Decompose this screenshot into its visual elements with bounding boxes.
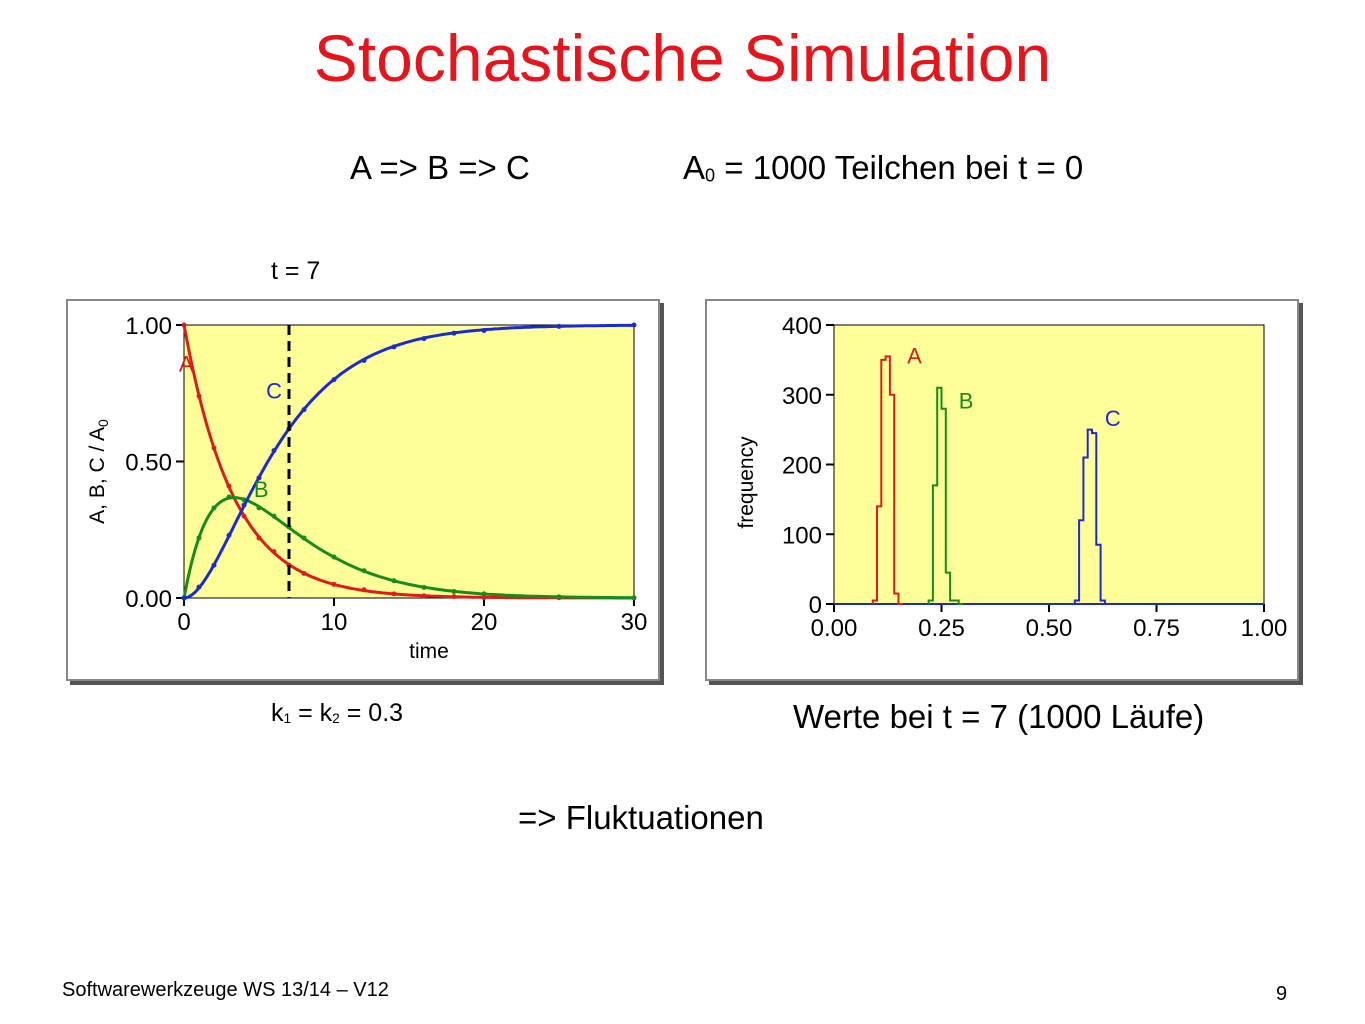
histogram-step-A xyxy=(871,355,903,605)
data-point-B xyxy=(391,578,397,584)
x-tick-label: 20 xyxy=(471,609,498,636)
conclusion-text: => Fluktuationen xyxy=(518,799,764,836)
series-label-C: C xyxy=(266,379,282,404)
data-point-A xyxy=(211,445,217,451)
series-label-B: B xyxy=(959,389,974,414)
data-point-C xyxy=(331,377,337,383)
data-point-B xyxy=(481,591,487,597)
data-point-A xyxy=(451,594,457,600)
y-axis-label: A, B, C / A0 xyxy=(86,419,111,524)
footer-text: Softwarewerkzeuge WS 13/14 – V12 xyxy=(62,979,389,1001)
y-tick-label: 300 xyxy=(782,383,822,410)
data-point-A xyxy=(361,587,367,593)
x-tick-label: 0.50 xyxy=(1026,615,1073,642)
plot-area xyxy=(833,324,1265,605)
data-point-A xyxy=(301,570,307,576)
y-tick-label: 400 xyxy=(782,313,822,340)
data-point-B xyxy=(226,494,232,500)
data-point-B xyxy=(631,595,637,601)
data-point-A xyxy=(421,593,427,599)
data-point-C xyxy=(271,448,277,454)
data-point-B xyxy=(331,554,337,560)
y-tick-label: 100 xyxy=(782,522,822,549)
data-point-C xyxy=(301,407,307,413)
data-point-A xyxy=(481,594,487,600)
data-point-A xyxy=(181,322,187,328)
y-axis-label: frequency xyxy=(735,436,758,529)
series-label-B: B xyxy=(254,477,269,502)
data-point-C xyxy=(481,327,487,333)
data-point-C xyxy=(361,357,367,363)
x-tick-label: 1.00 xyxy=(1241,615,1288,642)
data-point-C xyxy=(421,336,427,342)
data-point-C xyxy=(181,595,187,601)
series-label-A: A xyxy=(179,351,194,376)
page-number: 9 xyxy=(1276,983,1288,1005)
histogram-chart: 0 100 200 300 400 0.00 0.25 0.50 0.75 1.00 frequen… xyxy=(705,299,1299,681)
data-point-C xyxy=(211,562,217,568)
x-tick-label: 0.00 xyxy=(811,615,858,642)
x-tick-label: 10 xyxy=(321,609,348,636)
data-point-A xyxy=(241,513,247,519)
histogram-plot: 0 100 200 300 400 0.00 0.25 0.50 0.75 1.00 frequen… xyxy=(735,313,1288,642)
data-point-A xyxy=(331,581,337,587)
histogram-step-B xyxy=(927,386,963,605)
data-point-B xyxy=(256,505,262,511)
slide-title: Stochastische Simulation xyxy=(313,21,1052,95)
y-axis-label-subscript: 0 xyxy=(95,419,111,427)
data-point-C xyxy=(196,584,202,590)
x-tick-label: 0 xyxy=(177,609,190,636)
data-point-B xyxy=(301,535,307,541)
data-point-A xyxy=(226,483,232,489)
y-tick-label: 0 xyxy=(809,592,822,619)
data-point-C xyxy=(631,322,637,328)
series-label-C: C xyxy=(1105,406,1121,431)
y-tick-label: 200 xyxy=(782,453,822,480)
data-point-B xyxy=(211,505,217,511)
initial-condition: A0 = 1000 Teilchen bei t = 0 xyxy=(683,149,1084,186)
x-axis-label: time xyxy=(409,640,449,663)
reaction-equation: A => B => C xyxy=(350,149,530,186)
data-point-A xyxy=(256,535,262,541)
data-point-B xyxy=(556,594,562,600)
data-point-C xyxy=(451,330,457,336)
rate-constants: k1 = k2 = 0.3 xyxy=(271,699,404,727)
time-course-chart: 0.00 0.50 1.00 0 10 20 30 time A, B, C / A0 A B C xyxy=(66,299,660,681)
data-point-B xyxy=(421,584,427,590)
data-point-A xyxy=(271,549,277,555)
data-point-B xyxy=(271,513,277,519)
data-point-C xyxy=(241,502,247,508)
data-point-C xyxy=(226,532,232,538)
data-point-C xyxy=(256,475,262,481)
y-tick-label: 0.50 xyxy=(125,450,172,477)
plot-area xyxy=(183,324,635,599)
x-tick-label: 0.25 xyxy=(918,615,965,642)
series-label-A: A xyxy=(907,343,922,368)
x-tick-label: 0.75 xyxy=(1133,615,1180,642)
time-course-plot: 0.00 0.50 1.00 0 10 20 30 time A, B, C / A0 A B C xyxy=(86,313,648,663)
histogram-step-C xyxy=(1073,428,1114,605)
data-point-B xyxy=(361,568,367,574)
histogram-caption: Werte bei t = 7 (1000 Läufe) xyxy=(793,698,1205,735)
time-marker-label: t = 7 xyxy=(271,257,321,285)
data-point-C xyxy=(391,344,397,350)
data-point-A xyxy=(196,393,202,399)
y-tick-label: 1.00 xyxy=(125,313,172,340)
data-point-C xyxy=(556,323,562,329)
x-tick-label: 30 xyxy=(621,609,648,636)
data-point-B xyxy=(451,588,457,594)
data-point-A xyxy=(391,591,397,597)
y-tick-label: 0.00 xyxy=(125,586,172,613)
data-point-B xyxy=(196,535,202,541)
